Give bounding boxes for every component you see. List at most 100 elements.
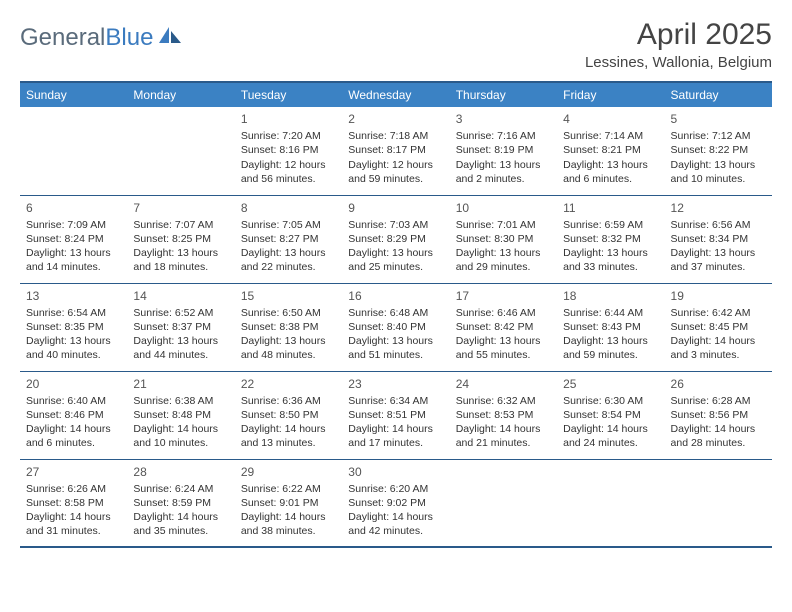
calendar-day-cell: 1Sunrise: 7:20 AMSunset: 8:16 PMDaylight… [235, 107, 342, 195]
calendar-day-cell: 7Sunrise: 7:07 AMSunset: 8:25 PMDaylight… [127, 195, 234, 283]
sunrise-line: Sunrise: 6:50 AM [241, 306, 336, 320]
calendar-day-cell: 9Sunrise: 7:03 AMSunset: 8:29 PMDaylight… [342, 195, 449, 283]
daylight-line: Daylight: 14 hours and 10 minutes. [133, 422, 228, 450]
calendar-day-cell: 17Sunrise: 6:46 AMSunset: 8:42 PMDayligh… [450, 283, 557, 371]
sunrise-line: Sunrise: 7:09 AM [26, 218, 121, 232]
daylight-line: Daylight: 14 hours and 13 minutes. [241, 422, 336, 450]
sunset-line: Sunset: 8:17 PM [348, 143, 443, 157]
calendar-day-cell: 6Sunrise: 7:09 AMSunset: 8:24 PMDaylight… [20, 195, 127, 283]
day-number: 6 [26, 200, 121, 216]
sunset-line: Sunset: 8:22 PM [671, 143, 766, 157]
daylight-line: Daylight: 13 hours and 55 minutes. [456, 334, 551, 362]
day-number: 8 [241, 200, 336, 216]
sunrise-line: Sunrise: 6:42 AM [671, 306, 766, 320]
daylight-line: Daylight: 14 hours and 17 minutes. [348, 422, 443, 450]
sunrise-line: Sunrise: 6:52 AM [133, 306, 228, 320]
sunset-line: Sunset: 8:35 PM [26, 320, 121, 334]
calendar-day-cell: 2Sunrise: 7:18 AMSunset: 8:17 PMDaylight… [342, 107, 449, 195]
calendar-day-cell: 22Sunrise: 6:36 AMSunset: 8:50 PMDayligh… [235, 371, 342, 459]
sunset-line: Sunset: 8:46 PM [26, 408, 121, 422]
day-number: 13 [26, 288, 121, 304]
weekday-header: Sunday [20, 82, 127, 107]
daylight-line: Daylight: 12 hours and 59 minutes. [348, 158, 443, 186]
day-number: 30 [348, 464, 443, 480]
daylight-line: Daylight: 14 hours and 35 minutes. [133, 510, 228, 538]
sunset-line: Sunset: 8:29 PM [348, 232, 443, 246]
sunrise-line: Sunrise: 6:26 AM [26, 482, 121, 496]
weekday-header-row: SundayMondayTuesdayWednesdayThursdayFrid… [20, 82, 772, 107]
daylight-line: Daylight: 13 hours and 25 minutes. [348, 246, 443, 274]
sunset-line: Sunset: 8:53 PM [456, 408, 551, 422]
sunset-line: Sunset: 8:32 PM [563, 232, 658, 246]
sunset-line: Sunset: 8:34 PM [671, 232, 766, 246]
weekday-header: Monday [127, 82, 234, 107]
calendar-week-row: 6Sunrise: 7:09 AMSunset: 8:24 PMDaylight… [20, 195, 772, 283]
calendar-day-cell: 23Sunrise: 6:34 AMSunset: 8:51 PMDayligh… [342, 371, 449, 459]
weekday-header: Tuesday [235, 82, 342, 107]
daylight-line: Daylight: 13 hours and 44 minutes. [133, 334, 228, 362]
calendar-empty-cell [20, 107, 127, 195]
daylight-line: Daylight: 13 hours and 18 minutes. [133, 246, 228, 274]
sunrise-line: Sunrise: 6:56 AM [671, 218, 766, 232]
day-number: 20 [26, 376, 121, 392]
calendar-empty-cell [557, 459, 664, 547]
logo-text-blue: Blue [105, 24, 153, 52]
daylight-line: Daylight: 14 hours and 6 minutes. [26, 422, 121, 450]
daylight-line: Daylight: 12 hours and 56 minutes. [241, 158, 336, 186]
weekday-header: Friday [557, 82, 664, 107]
sunrise-line: Sunrise: 6:34 AM [348, 394, 443, 408]
calendar-empty-cell [665, 459, 772, 547]
daylight-line: Daylight: 13 hours and 40 minutes. [26, 334, 121, 362]
sunrise-line: Sunrise: 6:46 AM [456, 306, 551, 320]
location: Lessines, Wallonia, Belgium [585, 54, 772, 71]
sunrise-line: Sunrise: 6:22 AM [241, 482, 336, 496]
daylight-line: Daylight: 13 hours and 33 minutes. [563, 246, 658, 274]
daylight-line: Daylight: 13 hours and 29 minutes. [456, 246, 551, 274]
sunset-line: Sunset: 8:37 PM [133, 320, 228, 334]
logo: GeneralBlue [20, 24, 183, 52]
weekday-header: Saturday [665, 82, 772, 107]
calendar-body: 1Sunrise: 7:20 AMSunset: 8:16 PMDaylight… [20, 107, 772, 547]
sunset-line: Sunset: 8:30 PM [456, 232, 551, 246]
daylight-line: Daylight: 13 hours and 37 minutes. [671, 246, 766, 274]
daylight-line: Daylight: 13 hours and 59 minutes. [563, 334, 658, 362]
calendar-day-cell: 8 Sunrise: 7:05 AMSunset: 8:27 PMDaylight… [235, 195, 342, 283]
weekday-header: Thursday [450, 82, 557, 107]
calendar-day-cell: 28Sunrise: 6:24 AMSunset: 8:59 PMDayligh… [127, 459, 234, 547]
day-number: 28 [133, 464, 228, 480]
sunrise-line: Sunrise: 6:24 AM [133, 482, 228, 496]
sunset-line: Sunset: 8:21 PM [563, 143, 658, 157]
sunrise-line: Sunrise: 6:36 AM [241, 394, 336, 408]
day-number: 7 [133, 200, 228, 216]
calendar-day-cell: 16Sunrise: 6:48 AMSunset: 8:40 PMDayligh… [342, 283, 449, 371]
sunrise-line: Sunrise: 7:05 AM [241, 218, 336, 232]
day-number: 15 [241, 288, 336, 304]
sunrise-line: Sunrise: 6:44 AM [563, 306, 658, 320]
day-number: 12 [671, 200, 766, 216]
daylight-line: Daylight: 14 hours and 31 minutes. [26, 510, 121, 538]
calendar-week-row: 1Sunrise: 7:20 AMSunset: 8:16 PMDaylight… [20, 107, 772, 195]
sunset-line: Sunset: 8:25 PM [133, 232, 228, 246]
day-number: 11 [563, 200, 658, 216]
calendar-day-cell: 14Sunrise: 6:52 AMSunset: 8:37 PMDayligh… [127, 283, 234, 371]
daylight-line: Daylight: 14 hours and 21 minutes. [456, 422, 551, 450]
sunrise-line: Sunrise: 6:32 AM [456, 394, 551, 408]
day-number: 24 [456, 376, 551, 392]
sunrise-line: Sunrise: 6:20 AM [348, 482, 443, 496]
daylight-line: Daylight: 14 hours and 3 minutes. [671, 334, 766, 362]
sunset-line: Sunset: 8:56 PM [671, 408, 766, 422]
sunrise-line: Sunrise: 6:38 AM [133, 394, 228, 408]
sunrise-line: Sunrise: 6:40 AM [26, 394, 121, 408]
sunrise-line: Sunrise: 7:16 AM [456, 129, 551, 143]
logo-text-general: General [20, 24, 105, 52]
sunrise-line: Sunrise: 6:28 AM [671, 394, 766, 408]
day-number: 5 [671, 111, 766, 127]
title-block: April 2025 Lessines, Wallonia, Belgium [585, 18, 772, 71]
logo-sail-icon [157, 24, 183, 52]
sunset-line: Sunset: 8:27 PM [241, 232, 336, 246]
daylight-line: Daylight: 14 hours and 42 minutes. [348, 510, 443, 538]
daylight-line: Daylight: 13 hours and 6 minutes. [563, 158, 658, 186]
calendar-day-cell: 10Sunrise: 7:01 AMSunset: 8:30 PMDayligh… [450, 195, 557, 283]
calendar-day-cell: 13Sunrise: 6:54 AMSunset: 8:35 PMDayligh… [20, 283, 127, 371]
daylight-line: Daylight: 13 hours and 22 minutes. [241, 246, 336, 274]
